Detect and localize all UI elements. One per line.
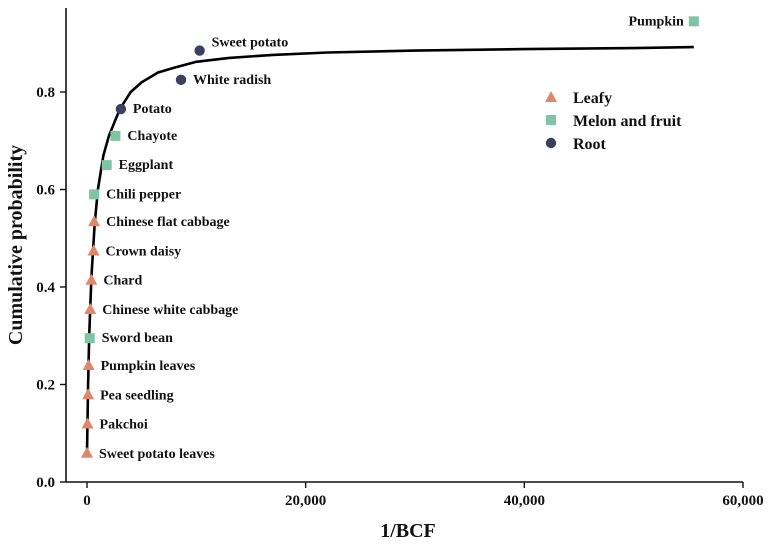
data-point-label: Chayote [127,129,177,144]
data-point [85,273,98,285]
data-point [194,45,205,56]
data-point [81,446,93,458]
x-tick-label: 40,000 [504,493,545,509]
legend: Leafy Melon and fruit Root [545,90,682,153]
data-points: Sweet potato leaves Pakchoi Pea seedling Pu… [81,14,699,462]
data-point-label: Eggplant [119,158,174,173]
data-point-label: White radish [193,73,271,88]
data-point [101,160,112,171]
data-point [84,302,97,314]
data-point [115,103,127,115]
data-point [89,189,100,200]
y-tick-label: 0.4 [36,280,55,296]
y-tick-label: 0.0 [36,475,55,491]
legend-marker [545,137,557,149]
data-point-label: Pea seedling [100,388,173,403]
y-axis-title: Cumulative probability [5,145,27,345]
data-point-label: Pakchoi [100,418,148,433]
axes [65,8,743,483]
y-tick-label: 0.2 [36,378,55,394]
data-point-label: Sword bean [102,331,173,346]
data-point [84,333,95,344]
data-point-label: Crown daisy [106,244,182,259]
data-point [82,388,95,400]
x-tick-label: 20,000 [285,493,326,509]
fit-curve [85,45,694,453]
y-tick-label: 0.6 [36,183,55,199]
y-tick-label: 0.8 [36,85,55,101]
data-point [87,244,100,256]
legend-marker [545,91,557,102]
data-point-label: Chinese white cabbage [102,303,238,318]
data-point-label: Chard [103,274,142,289]
x-axis-title: 1/BCF [380,520,436,542]
legend-label: Leafy [573,90,612,107]
data-point [110,130,121,141]
legend-label: Root [573,136,607,153]
data-point [82,359,95,370]
data-point-label: Sweet potato [212,36,289,51]
data-point-label: Sweet potato leaves [99,447,215,462]
data-point [81,417,94,429]
data-point-label: Pumpkin [629,14,684,29]
data-point [688,16,699,27]
data-point [88,215,101,227]
data-point-label: Chili pepper [106,187,181,202]
ticks: 0 20,000 40,000 60,000 0.0 0.2 0.4 0.6 0.8 [36,85,763,509]
data-point [175,74,187,86]
legend-label: Melon and fruit [573,113,682,130]
data-point-label: Pumpkin leaves [101,359,196,374]
data-point-label: Chinese flat cabbage [106,215,230,230]
data-point-label: Potato [133,102,172,117]
legend-marker [546,115,556,125]
x-tick-label: 0 [83,493,91,509]
x-tick-label: 60,000 [722,493,763,509]
